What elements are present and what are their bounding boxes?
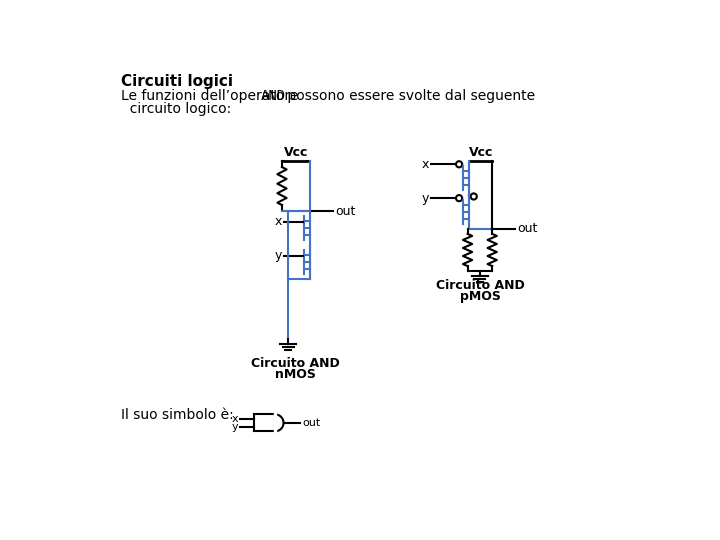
Text: x: x (422, 158, 429, 171)
Text: x: x (274, 215, 282, 228)
Text: pMOS: pMOS (460, 289, 501, 302)
Text: y: y (231, 422, 238, 432)
Text: Vcc: Vcc (469, 146, 492, 159)
Text: nMOS: nMOS (276, 368, 316, 381)
Text: Vcc: Vcc (284, 146, 308, 159)
Text: Le funzioni dell’operatore: Le funzioni dell’operatore (121, 90, 303, 104)
Text: y: y (422, 192, 429, 205)
Text: x: x (231, 414, 238, 423)
Text: out: out (517, 222, 537, 235)
Text: Circuito AND: Circuito AND (436, 279, 525, 292)
Text: AND: AND (261, 90, 287, 104)
Text: y: y (274, 249, 282, 262)
Text: Circuito AND: Circuito AND (251, 357, 341, 370)
Text: out: out (302, 418, 320, 428)
Text: out: out (335, 205, 356, 218)
Text: Circuiti logici: Circuiti logici (121, 74, 233, 89)
Text: Il suo simbolo è:: Il suo simbolo è: (121, 408, 234, 422)
Text: possono essere svolte dal seguente: possono essere svolte dal seguente (283, 90, 535, 104)
Text: circuito logico:: circuito logico: (121, 102, 231, 116)
